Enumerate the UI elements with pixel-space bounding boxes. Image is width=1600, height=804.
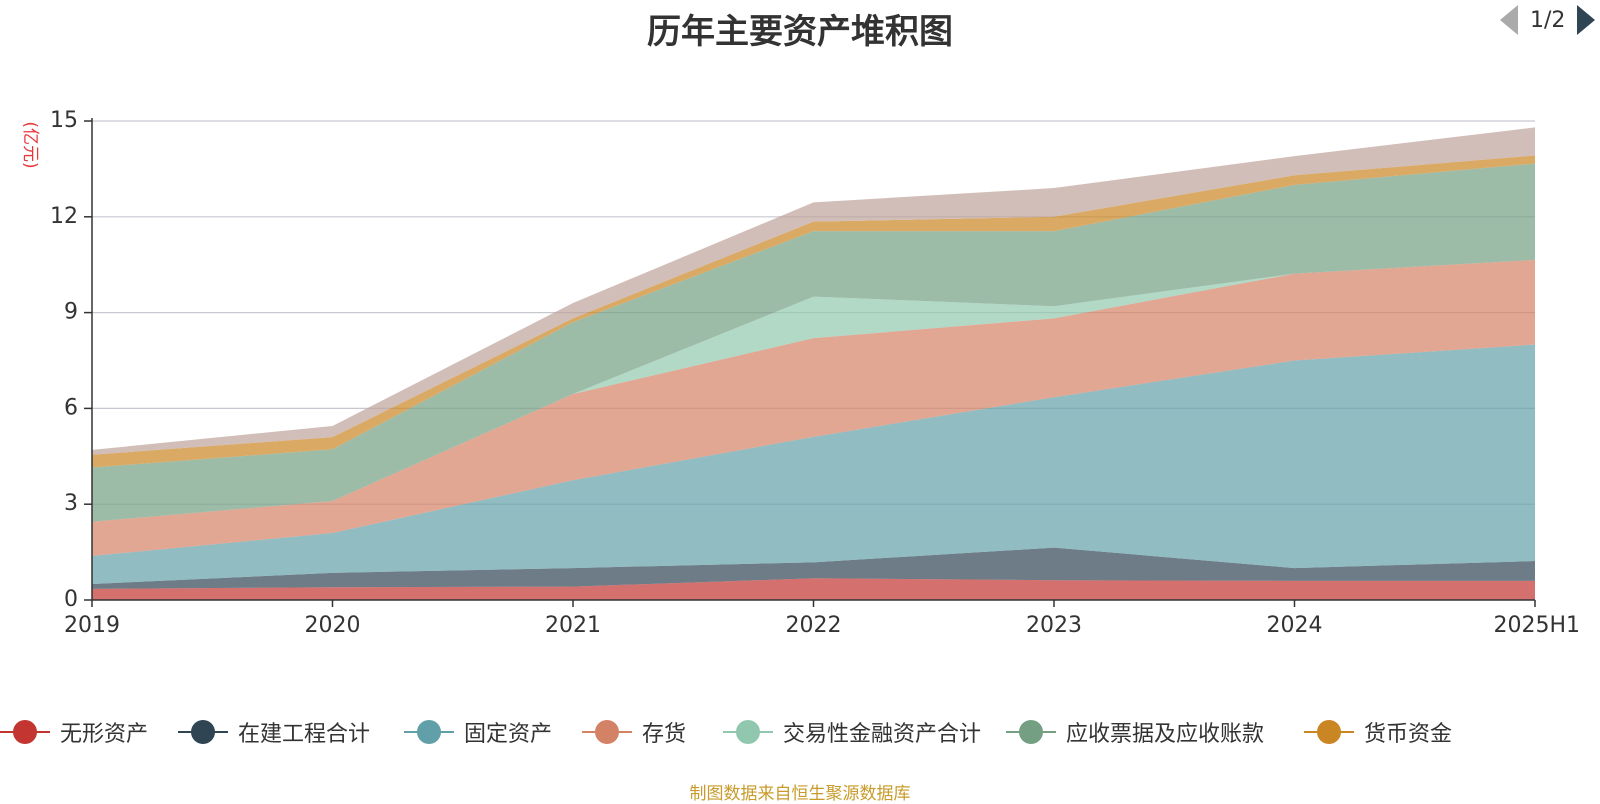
legend-item-3[interactable]: 存货 bbox=[582, 712, 686, 752]
legend-marker-icon bbox=[404, 712, 454, 752]
chart-title: 历年主要资产堆积图 bbox=[647, 12, 953, 52]
legend-marker-icon bbox=[0, 712, 50, 752]
area-series-5[interactable] bbox=[92, 163, 1535, 522]
legend-pager: 1/2 bbox=[1500, 0, 1596, 40]
legend-marker-icon bbox=[723, 712, 773, 752]
y-tick-label-0: 0 bbox=[64, 587, 78, 612]
area-series-7[interactable] bbox=[92, 127, 1535, 455]
y-tick-label-5: 15 bbox=[50, 108, 78, 133]
legend-page-indicator: 1/2 bbox=[1530, 7, 1566, 33]
y-tick-label-4: 12 bbox=[50, 204, 78, 229]
area-series-1[interactable] bbox=[92, 547, 1535, 589]
area-series-2[interactable] bbox=[92, 344, 1535, 585]
y-tick-label-3: 9 bbox=[64, 300, 78, 325]
legend-label: 货币资金 bbox=[1364, 722, 1453, 747]
x-tick-label-5: 2024 bbox=[1267, 613, 1323, 638]
legend-next-page-button[interactable] bbox=[1577, 5, 1596, 35]
y-tick-label-1: 3 bbox=[64, 491, 78, 516]
x-tick-label-6: 2025H1 bbox=[1493, 613, 1580, 638]
legend-label: 在建工程合计 bbox=[238, 722, 371, 747]
y-tick-label-2: 6 bbox=[64, 395, 78, 420]
area-series-4[interactable] bbox=[92, 259, 1535, 522]
area-series-0[interactable] bbox=[92, 578, 1535, 600]
legend-label: 应收票据及应收账款 bbox=[1066, 722, 1265, 747]
legend-item-0[interactable]: 无形资产 bbox=[0, 712, 148, 752]
legend-marker-icon bbox=[178, 712, 228, 752]
x-tick-label-2: 2021 bbox=[545, 613, 601, 638]
source-note: 制图数据来自恒生聚源数据库 bbox=[689, 784, 911, 804]
legend-label: 交易性金融资产合计 bbox=[783, 722, 982, 747]
legend-item-5[interactable]: 应收票据及应收账款 bbox=[1006, 712, 1264, 752]
legend-item-6[interactable]: 货币资金 bbox=[1304, 712, 1452, 752]
legend-item-4[interactable]: 交易性金融资产合计 bbox=[723, 712, 981, 752]
legend-label: 无形资产 bbox=[60, 722, 149, 747]
legend-marker-icon bbox=[1006, 712, 1056, 752]
area-series bbox=[92, 127, 1535, 600]
legend-label: 固定资产 bbox=[464, 722, 553, 747]
x-tick-label-0: 2019 bbox=[64, 613, 120, 638]
legend-item-2[interactable]: 固定资产 bbox=[404, 712, 552, 752]
legend-item-1[interactable]: 在建工程合计 bbox=[178, 712, 370, 752]
y-axis-unit-label: (亿元) bbox=[20, 121, 40, 168]
x-tick-label-4: 2023 bbox=[1026, 613, 1082, 638]
legend-prev-page-button[interactable] bbox=[1500, 5, 1518, 35]
legend: 无形资产 在建工程合计 固定资产 存货 交易性金融资产合计 应收票据及应收账款 货币资金 bbox=[0, 712, 1600, 752]
stacked-area-chart: 0 3 6 9 12 15 2019 2020 2021 2022 2023 2024 2025H1 (… bbox=[20, 108, 1580, 638]
legend-marker-icon bbox=[1304, 712, 1354, 752]
area-series-3[interactable] bbox=[92, 259, 1535, 556]
x-tick-label-3: 2022 bbox=[786, 613, 842, 638]
legend-marker-icon bbox=[582, 712, 632, 752]
x-tick-label-1: 2020 bbox=[305, 613, 361, 638]
axes: 0 3 6 9 12 15 2019 2020 2021 2022 2023 2024 2025H1 bbox=[50, 108, 1580, 638]
legend-label: 存货 bbox=[642, 722, 687, 747]
